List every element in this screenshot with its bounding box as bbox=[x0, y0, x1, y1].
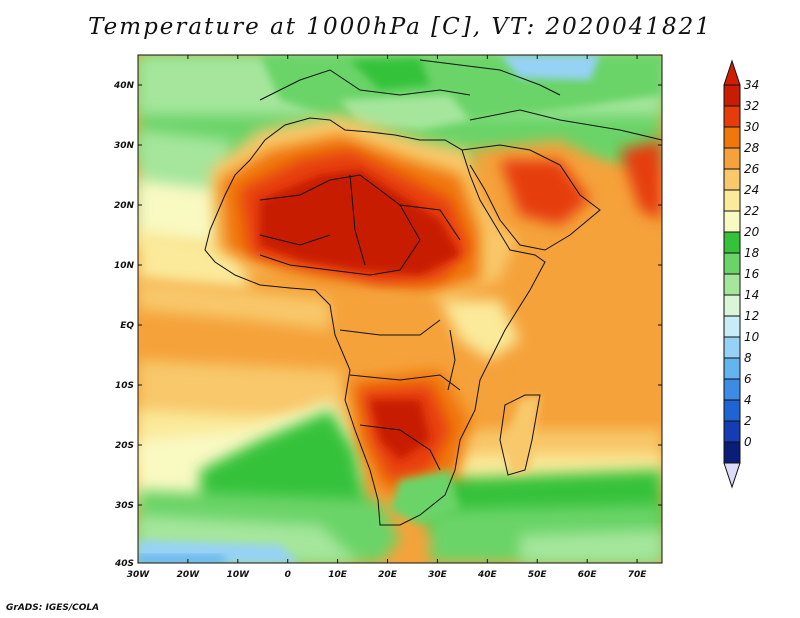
lat-tick-label: 10S bbox=[115, 381, 134, 391]
lon-tick-label: 60E bbox=[578, 570, 598, 580]
colorbar-swatch bbox=[723, 420, 741, 443]
footer-credit: GrADS: IGES/COLA bbox=[6, 603, 100, 613]
colorbar-swatch bbox=[723, 210, 741, 233]
colorbar-level-label: 24 bbox=[744, 183, 759, 197]
map-axes: 30W 20W 10W 0 10E 20E 30E 40E 50E 60E 70E 40N 30N 20N… bbox=[113, 55, 662, 580]
colorbar-level-label: 0 bbox=[744, 435, 752, 449]
colorbar-swatch bbox=[723, 294, 741, 317]
lon-tick-label: 70E bbox=[628, 570, 648, 580]
coastlines bbox=[204, 59, 662, 526]
colorbar-level-label: 18 bbox=[744, 246, 760, 260]
colorbar-level-label: 2 bbox=[744, 414, 752, 428]
lon-tick-label: 0 bbox=[285, 570, 291, 580]
lat-tick-label: 40N bbox=[113, 81, 135, 91]
colorbar-level-label: 22 bbox=[744, 204, 759, 218]
lat-tick-label: 20N bbox=[114, 201, 135, 211]
colorbar-level-label: 16 bbox=[744, 267, 760, 281]
colorbar-level-label: 4 bbox=[744, 393, 752, 407]
lon-tick-label: 50E bbox=[528, 570, 548, 580]
lat-tick-label: 40S bbox=[114, 559, 134, 569]
lon-tick-label: 20W bbox=[177, 570, 201, 580]
colorbar-level-label: 28 bbox=[744, 141, 760, 155]
lon-tick-label: 30E bbox=[428, 570, 448, 580]
colorbar-swatch bbox=[723, 84, 741, 107]
colorbar-swatch bbox=[723, 399, 741, 422]
colorbar-level-label: 6 bbox=[744, 372, 752, 386]
lat-tick-label: 20S bbox=[115, 441, 134, 451]
map-title: Temperature at 1000hPa [C], VT: 20200418… bbox=[88, 14, 712, 40]
colorbar-swatch bbox=[723, 189, 741, 212]
temperature-field bbox=[138, 55, 662, 563]
lon-tick-label: 20E bbox=[378, 570, 398, 580]
colorbar-level-label: 10 bbox=[744, 330, 760, 344]
colorbar-swatch bbox=[723, 315, 741, 338]
colorbar-level-label: 32 bbox=[744, 99, 759, 113]
colorbar-swatch bbox=[723, 252, 741, 275]
colorbar-swatch bbox=[723, 105, 741, 128]
colorbar-bottom-arrow bbox=[723, 462, 741, 489]
colorbar-level-label: 20 bbox=[744, 225, 760, 239]
plot-frame bbox=[137, 54, 663, 564]
lat-tick-label: 10N bbox=[114, 261, 135, 271]
lon-tick-label: 40E bbox=[477, 570, 498, 580]
colorbar-swatch bbox=[723, 126, 741, 149]
lon-tick-label: 10E bbox=[328, 570, 348, 580]
colorbar-level-label: 14 bbox=[744, 288, 759, 302]
colorbar-level-label: 30 bbox=[744, 120, 760, 134]
colorbar-level-label: 8 bbox=[744, 351, 752, 365]
colorbar-level-label: 26 bbox=[744, 162, 760, 176]
lat-tick-label: 30N bbox=[114, 141, 135, 151]
lon-tick-label: 30W bbox=[127, 570, 151, 580]
colorbar-swatch bbox=[723, 273, 741, 296]
colorbar-swatch bbox=[723, 147, 741, 170]
colorbar-level-label: 12 bbox=[744, 309, 759, 323]
colorbar-swatch bbox=[723, 231, 741, 254]
colorbar-level-label: 34 bbox=[744, 78, 759, 92]
colorbar-swatch bbox=[723, 168, 741, 191]
lat-tick-label: EQ bbox=[120, 321, 134, 331]
colorbar-swatch bbox=[723, 336, 741, 359]
lat-tick-label: 30S bbox=[115, 501, 134, 511]
lon-tick-label: 10W bbox=[227, 570, 251, 580]
colorbar-swatch bbox=[723, 357, 741, 380]
colorbar-top-arrow bbox=[723, 59, 741, 86]
colorbar-swatch bbox=[723, 441, 741, 464]
colorbar-swatch bbox=[723, 378, 741, 401]
